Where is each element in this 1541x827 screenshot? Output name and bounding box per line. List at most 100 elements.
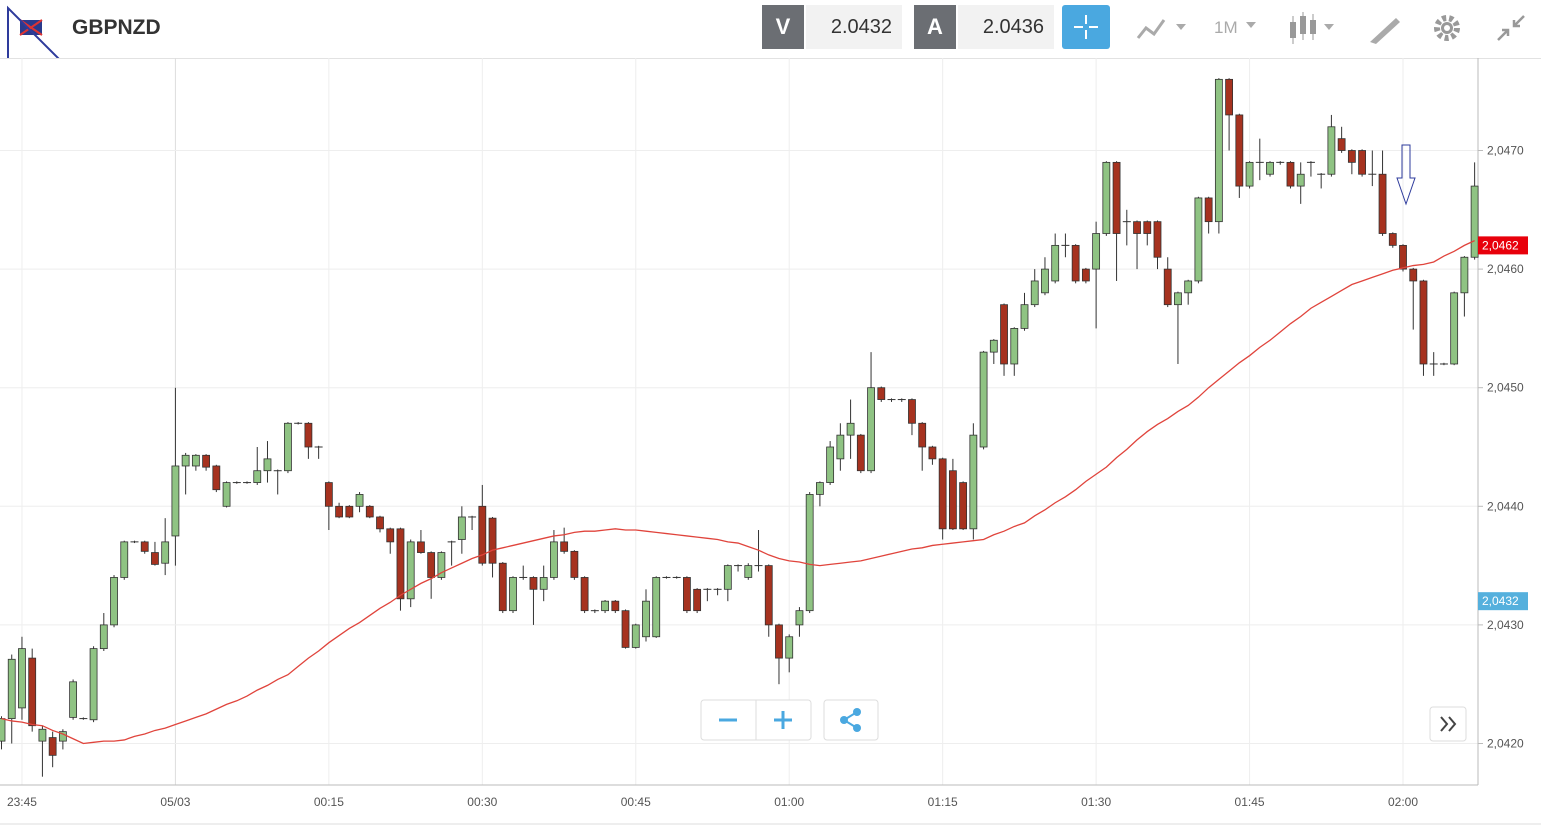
candle-body [938,458,947,530]
candle-body [1081,268,1090,282]
share-button[interactable] [823,699,879,741]
candle-body [1112,161,1121,234]
candle-body [1174,292,1182,306]
zoom-controls [700,699,1467,742]
flag-icon [7,5,60,58]
candle-body [775,624,783,659]
candle-body [457,516,466,540]
bid-price[interactable]: 2.0432 [806,5,902,49]
candle-body [69,681,78,718]
candle-body [222,482,231,507]
ask-price[interactable]: 2.0436 [958,5,1054,49]
candle-body [1071,244,1080,282]
timeframe-caret [1246,22,1256,28]
candle-body [171,465,180,537]
candle-body [1235,114,1244,187]
y-tick-label: 2,0470 [1487,144,1524,158]
candle-body [151,552,159,565]
chart: 2,0420 2,0430 2,0440 2,0450 2,0460 2,0470 23:4… [0,58,1541,825]
candle-body [1092,233,1101,270]
candle-body [1347,150,1356,163]
share-icon [840,708,861,732]
plot-layer: 2,0420 2,0430 2,0440 2,0450 2,0460 2,0470 23:4… [0,78,1528,809]
candle-body [816,482,824,495]
candle-body [1010,328,1019,365]
candle-body [1245,161,1254,187]
candle-body [304,422,313,448]
candle-body [1399,244,1407,270]
collapse-button[interactable] [1494,8,1534,52]
candle-body [263,458,272,472]
candles-button[interactable] [1286,8,1346,52]
candle-body [1133,221,1141,234]
candle-body [826,446,835,483]
candle-body [846,422,855,436]
x-tick-label: 01:45 [1235,795,1265,809]
candle-body [1470,185,1479,258]
candle-body [1388,233,1397,246]
candle-body [580,577,589,612]
moving-average-line [1,240,1475,745]
crosshair-button[interactable] [1062,5,1110,49]
candle-body [795,610,804,626]
toolbar: GBPNZD V 2.0432 A 2.0436 1M [0,0,1541,59]
candle-body [601,600,609,612]
candle-body [744,565,753,578]
candle-body [99,624,108,650]
candle-body [18,648,26,709]
x-tick-label: 00:45 [621,795,651,809]
candle-body [345,505,354,518]
candle-body [1378,173,1387,234]
candle-body [1163,268,1172,306]
candle-body [0,718,6,742]
zoom-in-button[interactable] [774,711,792,729]
candle-body [89,648,98,721]
candle-body [959,482,968,530]
candle-body [58,731,67,742]
candle-body [969,434,978,530]
candle-body [365,505,374,518]
candle-body [1194,197,1203,282]
candle-body [417,541,425,553]
chart-type-button[interactable] [1134,8,1194,52]
candle-body [785,636,794,659]
ask-label[interactable]: A [914,5,956,49]
candle-body [1000,304,1008,365]
x-tick-label: 00:30 [467,795,497,809]
candle-body [723,565,732,590]
candle-body [48,737,57,756]
candle-body [621,610,630,648]
candle-body [28,657,37,727]
candle-body [570,550,579,578]
candle-body [212,465,221,491]
candle-body [191,454,200,467]
candle-body [805,494,814,612]
timeframe-button[interactable]: 1M [1214,18,1238,37]
candle-body [406,541,415,600]
candle-body [948,470,957,530]
candle-body [181,454,190,467]
candle-body [1419,280,1428,365]
bid-label[interactable]: V [762,5,804,49]
candle-body [539,577,548,590]
candle-body [550,541,558,578]
candle-body [161,541,170,564]
price-tag-label: 2,0462 [1482,238,1519,252]
settings-button[interactable] [1430,8,1470,52]
candle-body [140,541,149,552]
candle-body [642,600,650,638]
candle-body [652,577,661,638]
candle-body [355,494,364,507]
candle-body [856,434,865,472]
candle-body [324,482,333,507]
candle-body [376,516,384,530]
candle-body [253,470,262,483]
y-tick-label: 2,0460 [1487,262,1524,276]
x-tick-label: 00:15 [314,795,344,809]
draw-button[interactable] [1366,8,1406,52]
candle-body [478,505,487,564]
candle-body [611,600,620,612]
candle-body [110,577,118,626]
candle-body [1358,150,1366,175]
